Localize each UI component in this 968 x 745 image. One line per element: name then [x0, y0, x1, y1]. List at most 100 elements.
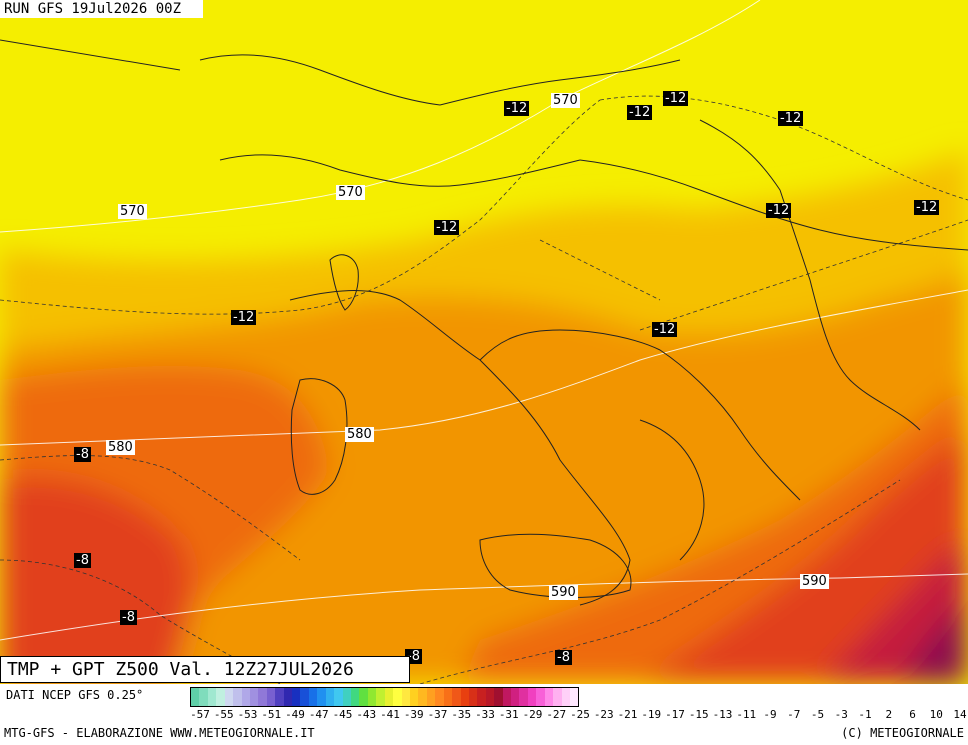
scale-tick-label: -13 [712, 708, 733, 721]
scale-tick-label: -23 [593, 708, 614, 721]
geopotential-contour-label: 570 [118, 204, 147, 219]
scale-tick-label: 14 [953, 708, 967, 721]
scale-swatch [477, 688, 486, 706]
scale-tick-label: -35 [451, 708, 472, 721]
temperature-contour-label: -12 [663, 91, 689, 106]
scale-swatch [367, 688, 377, 706]
scale-swatch [393, 688, 402, 706]
geopotential-isolines [0, 0, 968, 641]
scale-tick-label: -33 [475, 708, 495, 721]
scale-swatch [308, 688, 318, 706]
scale-swatch [334, 688, 343, 706]
scale-tick-label: -21 [617, 708, 638, 721]
geopotential-contour-label: 580 [106, 440, 135, 455]
scale-tick-label: -53 [237, 708, 258, 721]
scale-tick-label: -27 [546, 708, 567, 721]
scale-swatch [359, 688, 368, 706]
scale-swatch [224, 688, 234, 706]
temperature-contour-label: -12 [434, 220, 460, 235]
footer-copyright: (C) METEOGIORNALE [841, 726, 964, 740]
scale-tick-label: -29 [522, 708, 543, 721]
scale-swatch [207, 688, 217, 706]
scale-swatch [443, 688, 453, 706]
scale-tick-label: -55 [213, 708, 234, 721]
scale-swatch [376, 688, 385, 706]
scale-tick-label: 2 [885, 708, 893, 721]
scale-swatch [553, 688, 562, 706]
scale-tick-label: 6 [909, 708, 916, 721]
coastlines-and-borders [0, 39, 968, 606]
scale-swatch [536, 688, 545, 706]
scale-tick-label: -43 [356, 708, 377, 721]
temperature-contour-label: -12 [231, 310, 257, 325]
scale-swatch [468, 688, 478, 706]
temperature-contour-label: -12 [914, 200, 940, 215]
run-label: RUN GFS 19Jul2026 00Z [0, 0, 204, 18]
scale-swatch [351, 688, 360, 706]
color-scale-bar [190, 687, 580, 707]
scale-swatch [494, 688, 503, 706]
geopotential-contour-label: 570 [336, 185, 365, 200]
scale-tick-label: -17 [665, 708, 685, 721]
scale-swatch [502, 688, 512, 706]
scale-tick-label: -49 [285, 708, 305, 721]
scale-swatch [418, 688, 427, 706]
temperature-contour-label: -8 [120, 610, 137, 625]
scale-tick-label: -19 [641, 708, 662, 721]
temperature-field [0, 0, 968, 684]
scale-swatch [199, 688, 208, 706]
temperature-contour-label: -12 [627, 105, 653, 120]
temperature-contour-label: -8 [74, 447, 91, 462]
scale-swatch [325, 688, 335, 706]
scale-tick-label: -7 [787, 708, 801, 721]
scale-swatch [384, 688, 394, 706]
map-title: TMP + GPT Z500 Val. 12Z27JUL2026 [0, 656, 410, 683]
scale-tick-label: -37 [427, 708, 448, 721]
scale-swatch [216, 688, 225, 706]
temperature-contour-label: -12 [766, 203, 792, 218]
temperature-contour-label: -8 [555, 650, 572, 665]
scale-tick-label: 10 [929, 708, 943, 721]
temperature-contour-label: -12 [652, 322, 678, 337]
scale-swatch [460, 688, 469, 706]
scale-tick-label: -9 [763, 708, 777, 721]
footer-credit: MTG-GFS - ELABORAZIONE WWW.METEOGIORNALE… [4, 726, 315, 740]
scale-tick-label: -5 [810, 708, 825, 721]
scale-swatch [452, 688, 461, 706]
scale-swatch [266, 688, 276, 706]
geopotential-contour-label: 590 [800, 574, 829, 589]
geopotential-contour-label: 580 [345, 427, 374, 442]
scale-swatch [342, 688, 352, 706]
temperature-contour-label: -12 [778, 111, 804, 126]
scale-swatch [317, 688, 326, 706]
scale-tick-label: -25 [570, 708, 590, 721]
scale-swatch [191, 688, 200, 706]
scale-tick-label: -51 [261, 708, 282, 721]
scale-swatch [569, 688, 579, 706]
scale-tick-label: -11 [736, 708, 757, 721]
scale-swatch [511, 688, 520, 706]
geopotential-contour-label: 570 [551, 93, 580, 108]
scale-tick-label: -45 [332, 708, 353, 721]
temperature-contour-label: -8 [74, 553, 91, 568]
scale-swatch [233, 688, 242, 706]
scale-swatch [401, 688, 410, 706]
scale-tick-label: -15 [688, 708, 709, 721]
temperature-contour-label: -12 [504, 101, 530, 116]
scale-tick-label: -1 [858, 708, 872, 721]
weather-map: 570 570 570 580 580 590 590 -12 -12 -12 -12 -12 -12-… [0, 0, 968, 684]
scale-tick-label: -39 [403, 708, 424, 721]
scale-tick-label: -57 [190, 708, 210, 721]
scale-swatch [519, 688, 528, 706]
scale-swatch [249, 688, 259, 706]
scale-swatch [544, 688, 554, 706]
source-label: DATI NCEP GFS 0.25° [6, 688, 144, 702]
scale-swatch [292, 688, 301, 706]
scale-swatch [241, 688, 250, 706]
scale-swatch [426, 688, 436, 706]
color-scale-ticks: -57 -55 -53 -51 -49 -47 -45 -43 -41 -39 -37 -35 -33-… [190, 708, 968, 722]
scale-swatch [300, 688, 309, 706]
scale-swatch [435, 688, 444, 706]
scale-tick-label: -41 [380, 708, 400, 721]
field-magenta [900, 600, 968, 684]
